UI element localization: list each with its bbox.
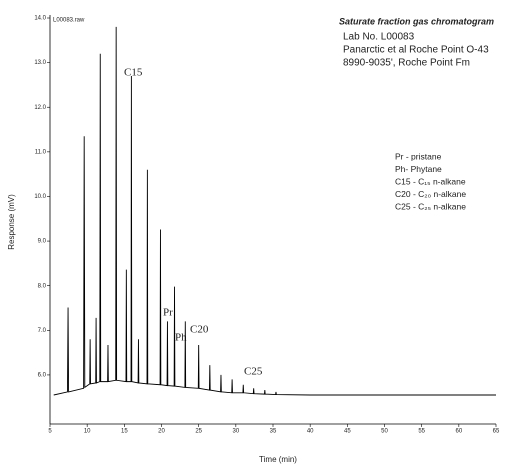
y-tick-label: 13.0 — [34, 60, 46, 66]
y-tick-label: 9.0 — [38, 239, 47, 245]
x-tick-label: 10 — [84, 429, 91, 435]
peak-label: Ph — [175, 332, 187, 344]
file-label: L00083.raw — [53, 18, 85, 24]
legend-line: Ph- Phytane — [395, 164, 442, 174]
x-tick-label: 30 — [232, 429, 239, 435]
chromatogram-trace — [53, 26, 496, 396]
x-tick-label: 40 — [307, 429, 314, 435]
peak-label: C20 — [190, 324, 209, 336]
x-axis-title: Time (min) — [259, 455, 297, 464]
x-tick-label: 50 — [381, 429, 388, 435]
x-tick-label: 5 — [48, 429, 52, 435]
x-tick-label: 20 — [158, 429, 165, 435]
y-axis-title: Response (mV) — [7, 194, 16, 250]
x-tick-label: 65 — [493, 429, 500, 435]
header-line: Lab No. L00083 — [343, 32, 415, 43]
y-tick-label: 14.0 — [34, 16, 46, 22]
y-tick-label: 7.0 — [38, 328, 47, 334]
x-tick-label: 25 — [195, 429, 202, 435]
x-tick-label: 35 — [270, 429, 277, 435]
peak-label: Pr — [163, 307, 173, 319]
legend-line: C25 - C₂₅ n-alkane — [395, 201, 466, 211]
y-tick-label: 8.0 — [38, 283, 47, 289]
legend-line: Pr - pristane — [395, 151, 442, 161]
peak-label: C15 — [124, 67, 143, 79]
chart-title: Saturate fraction gas chromatogram — [339, 16, 494, 26]
y-tick-label: 6.0 — [38, 373, 47, 379]
y-tick-label: 10.0 — [34, 194, 46, 200]
legend-line: C20 - C₂₀ n-alkane — [395, 189, 466, 199]
peak-label: C25 — [244, 366, 263, 378]
y-tick-label: 12.0 — [34, 105, 46, 111]
x-tick-label: 55 — [418, 429, 425, 435]
y-tick-label: 11.0 — [35, 149, 47, 155]
x-tick-label: 15 — [121, 429, 128, 435]
x-tick-label: 60 — [455, 429, 462, 435]
header-line: Panarctic et al Roche Point O-43 — [343, 45, 489, 56]
x-tick-label: 45 — [344, 429, 351, 435]
header-line: 8990-9035', Roche Point Fm — [343, 58, 470, 69]
legend-line: C15 - C₁₅ n-alkane — [395, 176, 466, 186]
